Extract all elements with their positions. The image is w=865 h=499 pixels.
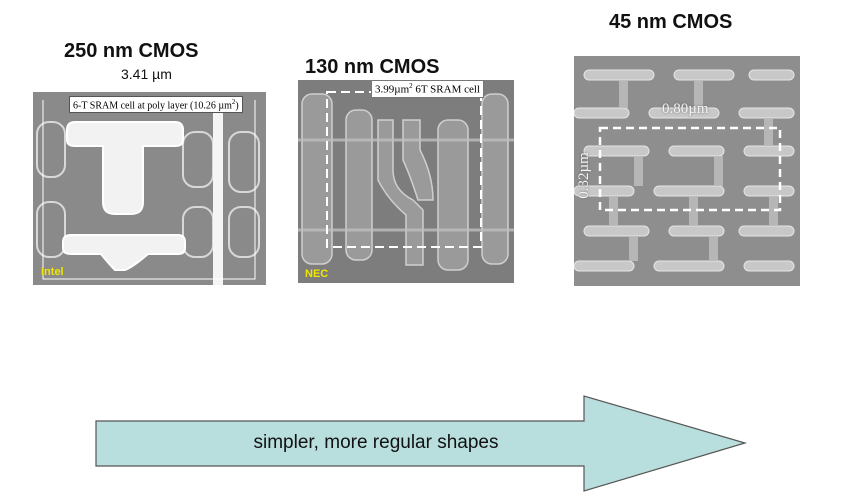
sem-image-45nm <box>574 56 800 286</box>
panel-2-vendor-logo: NEC <box>305 268 329 280</box>
panel-2-cell-label-tail: 6T SRAM cell <box>412 83 480 96</box>
panel-1-cell-label-tail: ) <box>235 100 239 112</box>
panel-1-cell-label: 6-T SRAM cell at poly layer (10.26 µm2) <box>69 96 243 114</box>
panel-1-cell-label-sup: 2 <box>231 98 236 106</box>
panel-1-vendor-logo: Intel <box>41 266 64 278</box>
panel-3-height-dimension: 0.32µm <box>575 152 592 199</box>
sem-image-130nm <box>298 80 514 283</box>
panel-2-title: 130 nm CMOS <box>305 56 440 78</box>
panel-1-title: 250 nm CMOS <box>64 40 199 62</box>
arrow-caption: simpler, more regular shapes <box>253 432 499 453</box>
panel-1-subtitle: 3.41 µm <box>121 66 172 82</box>
panel-3-width-dimension: 0.80µm <box>662 101 709 117</box>
panel-3-title: 45 nm CMOS <box>609 11 733 33</box>
panel-2-cell-label-text: 3.99µm <box>375 83 410 96</box>
panel-2-cell-label-sup: 2 <box>409 82 413 90</box>
panel-2-cell-label: 3.99µm2 6T SRAM cell <box>371 80 484 98</box>
panel-1-cell-label-text: 6-T SRAM cell at poly layer (10.26 µm <box>73 100 232 112</box>
sem-image-250nm <box>33 92 266 285</box>
